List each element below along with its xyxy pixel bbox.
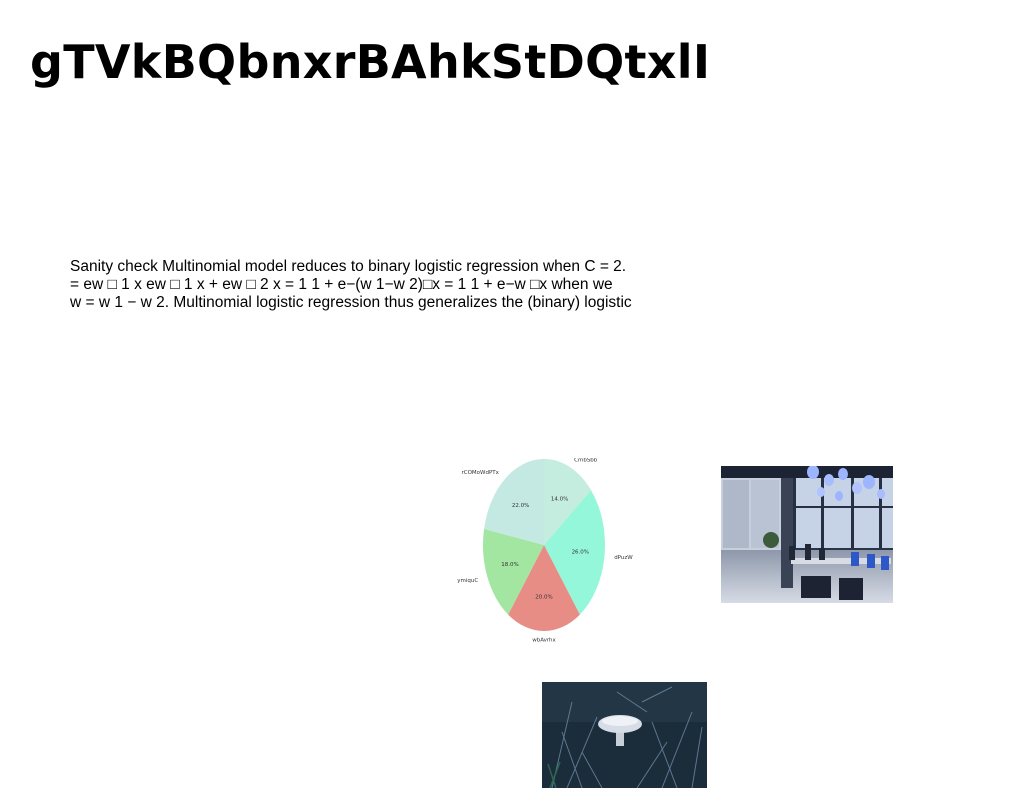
- pie-category-label: CmbSbb: [574, 458, 598, 463]
- pie-slice: [544, 490, 605, 615]
- pie-chart: 14.0% CmbSbb 26.0% dPuzW 20.0% wbAvrhx 18.0% ym…: [457, 458, 633, 644]
- pie-value-label: 22.0%: [512, 503, 529, 509]
- body-line: w = w 1 − w 2. Multinomial logistic regr…: [70, 294, 632, 311]
- body-line: = ew □ 1 x ew □ 1 x + ew □ 2 x = 1 1 + e…: [70, 276, 613, 293]
- pie-category-label: ymiquC: [457, 578, 478, 584]
- pie-value-label: 26.0%: [572, 549, 589, 555]
- pie-slice: [508, 545, 580, 631]
- pie-value-label: 20.0%: [535, 595, 552, 601]
- pie-category-label: dPuzW: [614, 555, 633, 561]
- body-line: Sanity check Multinomial model reduces t…: [70, 258, 627, 275]
- pie-slice: [484, 459, 544, 545]
- slide-title: gTVkBQbnxrBAhkStDQtxlI: [30, 35, 711, 89]
- body-text: Sanity check Multinomial model reduces t…: [70, 258, 710, 312]
- pie-slice: [483, 528, 544, 615]
- office-photo: [721, 466, 893, 603]
- pie-value-label: 14.0%: [551, 496, 568, 502]
- mushroom-photo: [542, 682, 707, 788]
- pie-category-label: wbAvrhx: [532, 638, 556, 644]
- pie-value-label: 18.0%: [501, 562, 518, 568]
- pie-category-label: rCOMoWdPTx: [461, 470, 499, 476]
- pie-slice: [544, 459, 592, 545]
